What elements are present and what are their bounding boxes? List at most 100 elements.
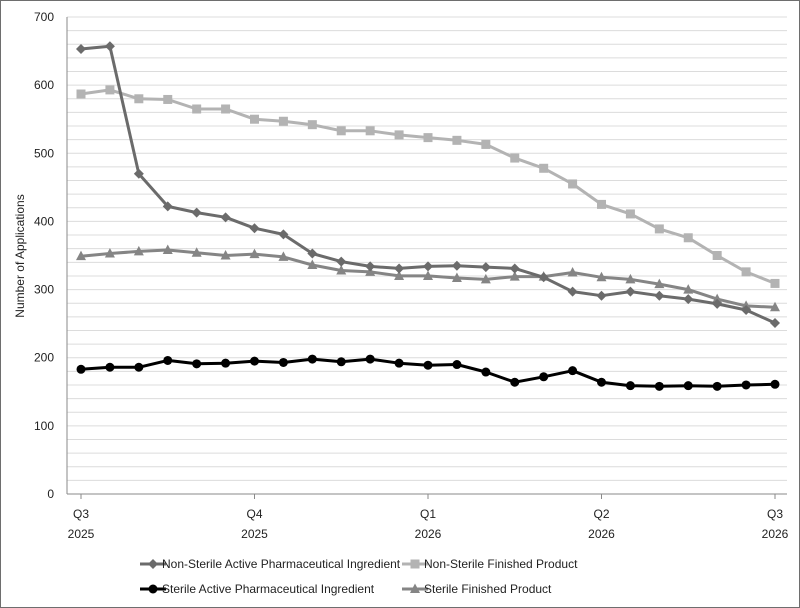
- legend-label: Sterile Active Pharmaceutical Ingredient: [162, 582, 375, 596]
- legend-label: Non-Sterile Active Pharmaceutical Ingred…: [162, 557, 401, 571]
- data-point: [597, 377, 606, 387]
- data-point: [539, 372, 549, 382]
- data-point: [162, 201, 173, 212]
- data-point: [278, 229, 289, 240]
- data-point: [625, 273, 636, 284]
- series-group: [76, 41, 780, 391]
- y-tick-label: 700: [34, 10, 54, 24]
- data-point: [76, 250, 86, 261]
- gridlines: [67, 16, 787, 481]
- data-point: [336, 357, 346, 367]
- data-point: [654, 381, 664, 391]
- data-point: [105, 362, 115, 372]
- data-point: [104, 247, 115, 258]
- x-tick-year: 2026: [762, 527, 789, 541]
- data-point: [480, 273, 491, 284]
- data-point: [568, 179, 578, 189]
- data-point: [683, 233, 693, 243]
- x-tick-quarter: Q2: [593, 507, 609, 521]
- data-point: [278, 251, 289, 261]
- data-point: [451, 272, 462, 282]
- y-tick-label: 0: [47, 487, 54, 501]
- legend-item: Non-Sterile Active Pharmaceutical Ingred…: [140, 557, 401, 571]
- x-tick-quarter: Q4: [246, 507, 262, 521]
- data-point: [192, 104, 202, 114]
- x-tick-year: 2025: [68, 527, 95, 541]
- data-point: [567, 286, 578, 297]
- data-point: [394, 263, 405, 274]
- data-point: [394, 270, 405, 280]
- data-point: [654, 224, 664, 234]
- data-point: [770, 301, 780, 312]
- series-line: [80, 88, 776, 285]
- data-point: [538, 272, 549, 283]
- data-point: [249, 223, 260, 234]
- data-point: [567, 267, 578, 277]
- data-point: [683, 381, 693, 391]
- data-point: [134, 362, 144, 372]
- data-point: [76, 44, 86, 55]
- data-point: [596, 290, 607, 301]
- y-tick-label: 500: [34, 146, 54, 160]
- legend-label: Non-Sterile Finished Product: [424, 557, 578, 571]
- data-point: [191, 207, 202, 218]
- data-point: [568, 366, 578, 376]
- data-point: [625, 209, 635, 219]
- data-point: [336, 126, 346, 136]
- data-point: [394, 358, 404, 368]
- data-point: [597, 199, 606, 209]
- data-point: [365, 126, 375, 136]
- y-tick-label: 100: [34, 419, 54, 433]
- series-triangle: [76, 244, 780, 312]
- data-point: [336, 256, 347, 267]
- legend-swatch-marker: [410, 559, 420, 569]
- legend-item: Sterile Finished Product: [402, 582, 552, 596]
- y-tick-label: 200: [34, 351, 54, 365]
- y-axis-label: Number of Applications: [13, 194, 27, 317]
- data-point: [220, 212, 231, 223]
- data-point: [452, 360, 462, 370]
- data-point: [712, 293, 723, 304]
- data-point: [423, 133, 433, 143]
- data-point: [770, 317, 780, 328]
- data-point: [510, 153, 520, 163]
- data-point: [683, 294, 694, 305]
- data-point: [307, 248, 318, 259]
- data-point: [76, 89, 86, 99]
- data-point: [683, 284, 694, 294]
- data-point: [221, 358, 231, 368]
- data-point: [625, 286, 636, 297]
- legend: Non-Sterile Active Pharmaceutical Ingred…: [140, 557, 578, 596]
- data-point: [712, 251, 722, 260]
- data-point: [307, 259, 318, 270]
- data-point: [163, 94, 173, 104]
- x-axis-ticks: Q3 2025 Q4 2025 Q1 2026 Q2 2026 Q3 2026: [68, 494, 789, 541]
- data-point: [770, 379, 780, 389]
- data-point: [365, 261, 376, 272]
- data-point: [250, 114, 259, 124]
- data-point: [307, 120, 317, 130]
- legend-item: Sterile Active Pharmaceutical Ingredient: [140, 582, 375, 596]
- data-point: [104, 41, 115, 52]
- data-point: [278, 116, 288, 126]
- data-point: [394, 130, 404, 140]
- data-point: [741, 267, 751, 277]
- y-tick-label: 300: [34, 283, 54, 297]
- x-tick-year: 2026: [588, 527, 615, 541]
- data-point: [596, 271, 607, 282]
- x-tick-quarter: Q3: [767, 507, 783, 521]
- data-point: [423, 261, 433, 272]
- legend-item: Non-Sterile Finished Product: [402, 557, 578, 571]
- data-point: [365, 354, 375, 364]
- x-tick-year: 2025: [241, 527, 268, 541]
- axes: [66, 17, 787, 495]
- series-line: [80, 44, 776, 325]
- data-point: [654, 278, 665, 289]
- data-point: [452, 135, 462, 145]
- data-point: [423, 360, 433, 370]
- series-diamond: [76, 41, 780, 328]
- data-point: [741, 305, 752, 316]
- data-point: [741, 380, 751, 390]
